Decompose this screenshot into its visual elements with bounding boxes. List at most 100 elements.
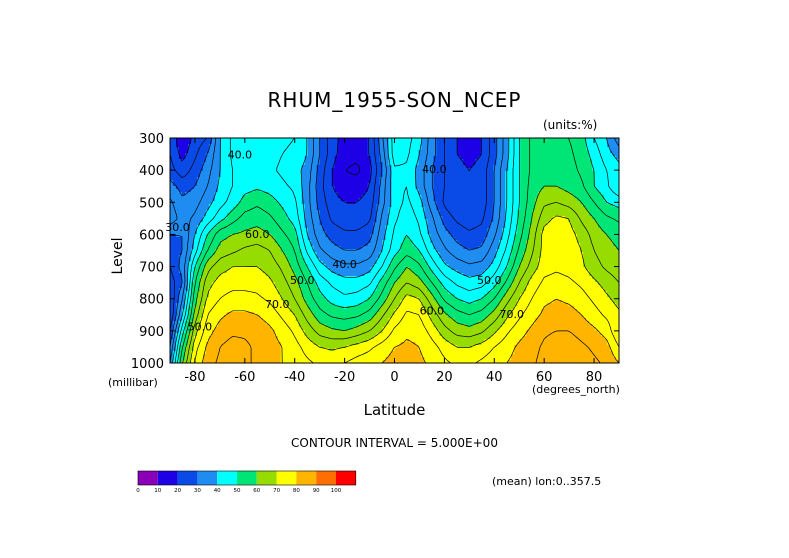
contour-fill-cell [442,180,446,184]
contour-fill-cell [268,231,273,235]
contour-fill-cell [193,174,198,178]
contour-fill-cell [556,165,560,169]
contour-fill-cell [484,198,488,202]
contour-fill-cell [532,153,536,157]
contour-fill-cell [226,174,231,178]
contour-fill-cell [289,180,294,184]
contour-fill-cell [412,198,416,202]
contour-fill-cell [466,207,470,211]
contour-fill-cell [586,213,590,217]
contour-fill-cell [229,144,234,148]
contour-fill-cell [577,225,581,229]
contour-fill-cell [403,231,407,235]
contour-fill-cell [226,192,231,196]
contour-fill-cell [232,141,237,145]
contour-fill-cell [328,210,333,214]
contour-fill-cell [433,186,437,190]
contour-fill-cell [247,144,252,148]
contour-fill-cell [412,228,416,232]
contour-fill-cell [493,174,497,178]
contour-fill-cell [199,186,204,190]
contour-fill-cell [190,165,195,169]
contour-fill-cell [433,189,437,193]
contour-fill-cell [280,237,285,241]
contour-fill-cell [394,183,398,187]
contour-fill-cell [487,231,491,235]
contour-fill-cell [418,204,422,208]
contour-fill-cell [400,165,404,169]
contour-fill-cell [190,201,195,205]
contour-fill-cell [265,153,270,157]
contour-fill-cell [265,183,270,187]
contour-fill-cell [487,165,491,169]
contour-fill-cell [547,183,551,187]
contour-fill-cell [406,168,410,172]
contour-fill-cell [553,171,557,175]
contour-fill-cell [265,174,270,178]
contour-fill-cell [199,225,204,229]
contour-fill-cell [412,189,416,193]
contour-fill-cell [448,168,452,172]
contour-fill-cell [427,195,431,199]
contour-fill-cell [502,228,506,232]
contour-fill-cell [496,207,500,211]
contour-fill-cell [442,216,446,220]
contour-fill-cell [352,222,357,226]
contour-fill-cell [469,147,473,151]
contour-fill-cell [565,189,569,193]
contour-fill-cell [370,153,375,157]
contour-fill-cell [193,204,198,208]
contour-fill-cell [421,177,425,181]
contour-fill-cell [484,219,488,223]
contour-fill-cell [466,213,470,217]
contour-fill-cell [295,171,300,175]
contour-fill-cell [430,153,434,157]
contour-fill-cell [298,198,303,202]
contour-fill-cell [217,165,222,169]
contour-fill-cell [259,183,264,187]
contour-fill-cell [298,162,303,166]
contour-fill-cell [565,159,569,163]
contour-fill-cell [445,192,449,196]
contour-fill-cell [487,234,491,238]
contour-fill-cell [493,177,497,181]
contour-fill-cell [487,141,491,145]
contour-fill-cell [469,174,473,178]
contour-fill-cell [355,153,360,157]
contour-fill-cell [313,168,318,172]
contour-fill-cell [283,237,288,241]
contour-fill-cell [259,174,264,178]
contour-fill-cell [589,195,593,199]
contour-fill-cell [193,219,198,223]
contour-fill-cell [202,168,207,172]
contour-fill-cell [505,222,509,226]
contour-fill-cell [505,147,509,151]
contour-fill-cell [187,219,192,223]
contour-fill-cell [424,189,428,193]
contour-fill-cell [265,165,270,169]
contour-fill-cell [184,174,189,178]
contour-fill-cell [256,222,261,226]
contour-fill-cell [202,192,207,196]
contour-fill-cell [532,147,536,151]
contour-fill-cell [544,195,548,199]
contour-fill-cell [307,177,312,181]
contour-fill-cell [529,156,533,160]
contour-fill-cell [508,210,512,214]
contour-fill-cell [532,198,536,202]
contour-fill-cell [475,210,479,214]
contour-fill-cell [241,165,246,169]
contour-fill-cell [361,174,366,178]
contour-fill-cell [469,216,473,220]
contour-fill-cell [304,234,309,238]
contour-fill-cell [574,225,578,229]
contour-fill-cell [322,201,327,205]
contour-fill-cell [559,228,563,232]
contour-fill-cell [301,192,306,196]
contour-fill-cell [304,159,309,163]
contour-fill-cell [418,228,422,232]
contour-fill-cell [202,165,207,169]
contour-fill-cell [271,195,276,199]
contour-fill-cell [268,180,273,184]
contour-fill-cell [310,210,315,214]
